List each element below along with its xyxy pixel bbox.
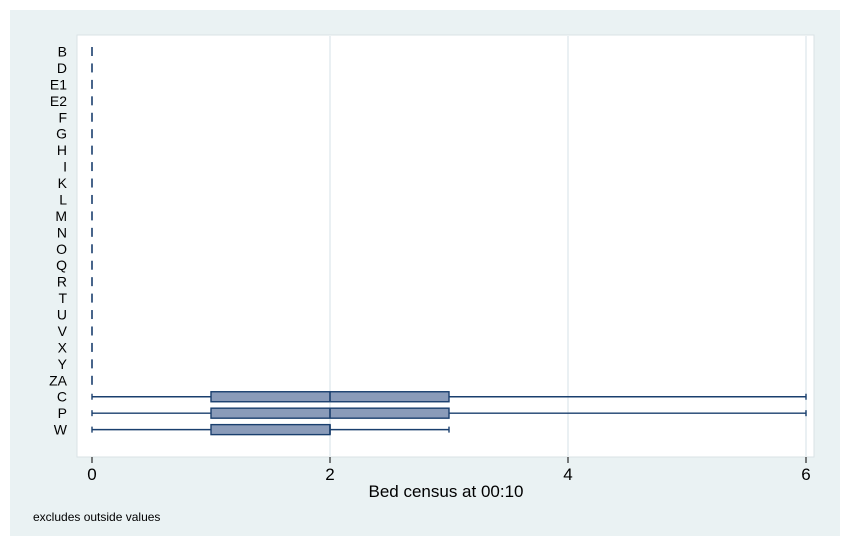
x-tick-label-2: 2 — [325, 465, 334, 484]
category-label-u: U — [57, 307, 67, 323]
category-label-q: Q — [56, 257, 67, 273]
category-label-k: K — [58, 175, 68, 191]
plot-area — [76, 34, 815, 458]
category-label-f: F — [58, 109, 67, 125]
box-w — [91, 423, 450, 436]
category-label-x: X — [58, 339, 68, 355]
category-label-r: R — [57, 274, 67, 290]
x-tick-label-0: 0 — [87, 465, 96, 484]
box-p — [91, 407, 807, 419]
iqr-box-w — [210, 423, 331, 436]
category-label-p: P — [58, 405, 67, 421]
boxes-layer — [91, 47, 807, 436]
category-label-c: C — [57, 389, 67, 405]
category-label-i: I — [63, 159, 67, 175]
category-label-t: T — [58, 290, 67, 306]
category-label-m: M — [55, 208, 67, 224]
category-label-w: W — [54, 422, 68, 438]
category-label-b: B — [58, 44, 67, 60]
chart-frame: B D E1 E2 F G H I K L M N O Q R T U V X Y ZA C P W 0 2 4 6 Bed cen… — [10, 10, 840, 536]
box-c — [91, 391, 807, 403]
category-label-h: H — [57, 142, 67, 158]
x-axis: 0 2 4 6 — [87, 457, 811, 484]
category-label-l: L — [59, 191, 67, 207]
chart-note: excludes outside values — [33, 510, 160, 524]
x-tick-label-4: 4 — [563, 465, 572, 484]
category-label-y: Y — [58, 356, 68, 372]
category-label-za: ZA — [49, 372, 68, 388]
x-tick-label-6: 6 — [801, 465, 810, 484]
category-label-g: G — [56, 126, 67, 142]
category-label-o: O — [56, 241, 67, 257]
category-label-n: N — [57, 224, 67, 240]
category-label-d: D — [57, 60, 67, 76]
category-label-e1: E1 — [50, 76, 67, 92]
category-label-e2: E2 — [50, 93, 67, 109]
category-label-v: V — [58, 323, 68, 339]
x-axis-label: Bed census at 00:10 — [368, 482, 523, 501]
gridlines — [329, 36, 807, 456]
